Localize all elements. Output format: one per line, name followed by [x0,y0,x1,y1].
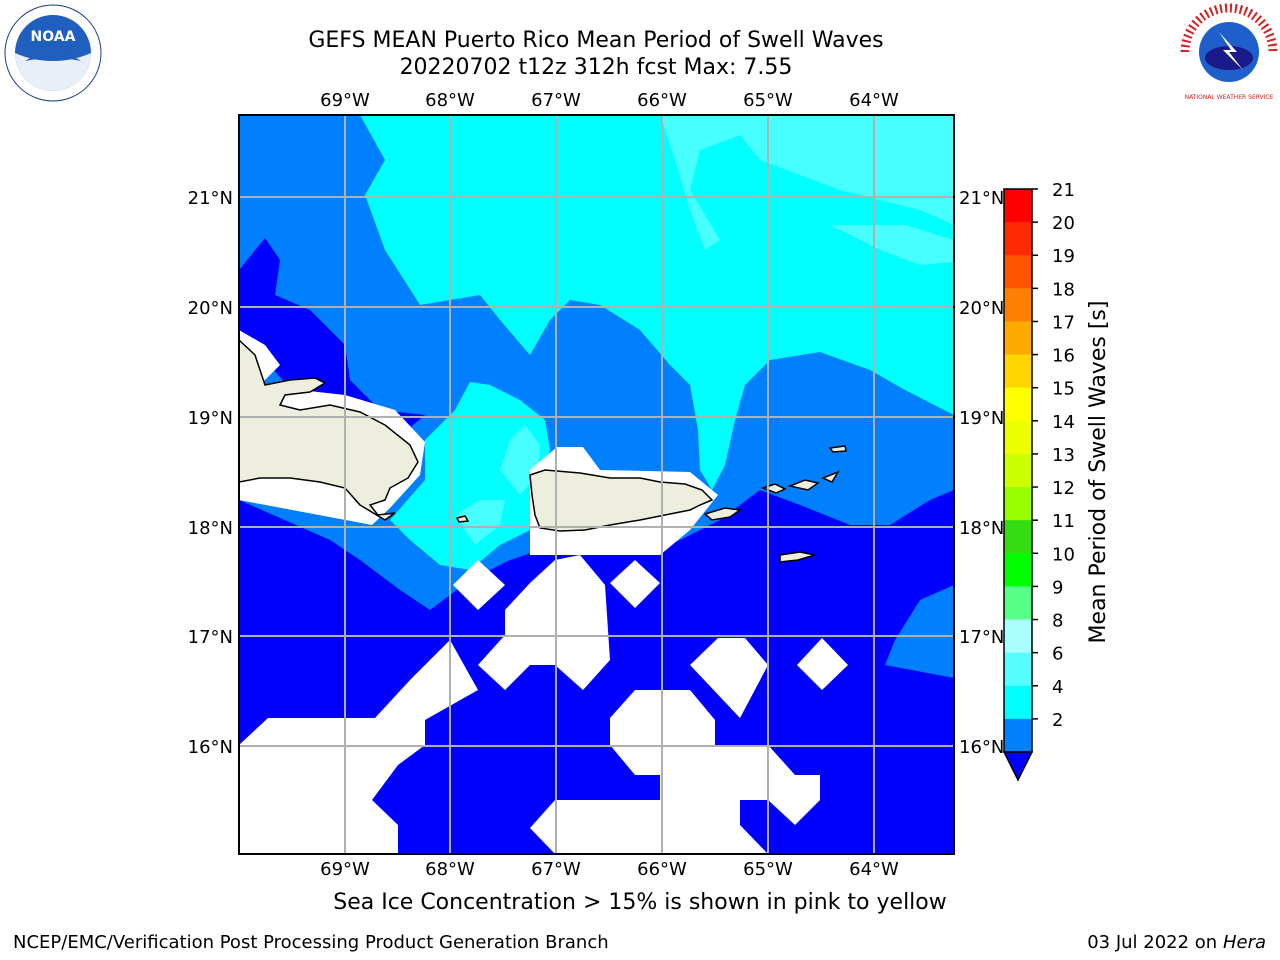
colorbar-segment [1004,354,1032,389]
footer-date-text: 03 Jul 2022 on [1087,932,1218,953]
colorbar-ticks: 21 20 19 18 17 16 15 14 13 12 11 10 9 8 6 4 2 [1032,180,1075,731]
anegada-island [828,445,847,453]
lat-label-left: 20°N [188,298,233,319]
lat-labels-right: 21°N 20°N 19°N 18°N 17°N 16°N [959,188,1004,758]
colorbar-tick-label: 17 [1052,312,1075,333]
colorbar-tick-label: 13 [1052,445,1075,466]
lat-label-right: 18°N [959,518,1004,539]
colorbar-segment [1004,652,1032,687]
lat-label-right: 20°N [959,298,1004,319]
colorbar-tick-label: 18 [1052,279,1075,300]
colorbar-segment [1004,718,1032,753]
land-masses [239,338,847,563]
footer-host: Hera [1222,932,1266,953]
lat-label-right: 17°N [959,627,1004,648]
lat-label-left: 21°N [188,188,233,209]
lat-label-left: 16°N [188,737,233,758]
colorbar-tick-label: 4 [1052,677,1063,698]
colorbar-segment [1004,520,1032,554]
colorbar-frame [1003,188,1033,753]
st-croix-island [779,551,816,563]
colorbar [1002,188,1034,782]
chart-title: GEFS MEAN Puerto Rico Mean Period of Swe… [308,28,884,53]
colorbar-segment [1004,255,1032,289]
colorbar-segment [1004,619,1032,654]
noaa-logo-text: NOAA [31,29,76,45]
lat-label-left: 19°N [188,408,233,429]
nws-logo: NATIONAL WEATHER SERVICE [1180,3,1278,101]
colorbar-segment [1004,420,1032,455]
colorbar-segment [1004,453,1032,488]
colorbar-extend-triangle [1002,751,1034,782]
lat-label-left: 17°N [188,627,233,648]
colorbar-segment [1004,222,1032,256]
puerto-rico-land [529,469,714,532]
mona-island [455,515,470,523]
colorbar-tick-label: 15 [1052,379,1075,400]
lat-label-left: 18°N [188,518,233,539]
colorbar-segment [1004,189,1032,223]
colorbar-tick-label: 2 [1052,710,1063,731]
colorbar-segment [1004,387,1032,422]
band-6-8-area [360,115,954,490]
lon-label-bottom: 68°W [425,859,475,880]
colorbar-segment [1004,288,1032,322]
vieques-island [703,507,743,521]
band-8-9-area [660,115,954,250]
map-frame [238,114,955,855]
noaa-logo: NOAA [4,4,102,102]
lat-label-right: 16°N [959,737,1004,758]
lon-label-top: 67°W [531,90,581,111]
footer-date: 03 Jul 2022 on Hera [1087,932,1266,953]
colorbar-segment [1004,553,1032,587]
band-4-6-east [885,585,954,678]
lon-label-bottom: 66°W [637,859,687,880]
colorbar-label: Mean Period of Swell Waves [s] [1086,301,1111,644]
colorbar-segment [1004,685,1032,720]
band-8-9-area-2 [830,225,954,265]
lat-label-right: 21°N [959,188,1004,209]
lon-label-top: 68°W [425,90,475,111]
colorbar-tick-label: 21 [1052,180,1075,201]
colorbar-tick-label: 12 [1052,478,1075,499]
sea-ice-note: Sea Ice Concentration > 15% is shown in … [333,890,947,915]
map-plot-area [239,115,954,854]
colorbar-tick-label: 20 [1052,213,1075,234]
lon-label-top: 69°W [320,90,370,111]
colorbar-segment [1004,487,1032,521]
virgin-islands-3 [821,470,840,483]
lon-label-bottom: 64°W [849,859,899,880]
virgin-islands-2 [787,479,820,491]
lat-labels-left: 21°N 20°N 19°N 18°N 17°N 16°N [188,188,233,758]
chart-subtitle: 20220702 t12z 312h fcst Max: 7.55 [399,55,793,80]
lat-label-right: 19°N [959,408,1004,429]
footer-credit: NCEP/EMC/Verification Post Processing Pr… [13,932,609,953]
colorbar-tick-label: 9 [1052,577,1063,598]
colorbar-segment [1004,321,1032,356]
colorbar-tick-label: 8 [1052,611,1063,632]
lon-label-bottom: 65°W [743,859,793,880]
band-2-4-pocket [239,238,425,440]
colorbar-segment [1004,586,1032,621]
lon-labels-top: 69°W 68°W 67°W 66°W 65°W 64°W [320,90,899,111]
gridlines [239,115,954,854]
lon-label-top: 66°W [637,90,687,111]
colorbar-tick-label: 11 [1052,511,1075,532]
lon-label-bottom: 67°W [531,859,581,880]
hispaniola-land [239,338,419,521]
lon-labels-bottom: 69°W 68°W 67°W 66°W 65°W 64°W [320,859,899,880]
colorbar-tick-label: 6 [1052,644,1063,665]
lon-label-top: 64°W [849,90,899,111]
colorbar-tick-label: 16 [1052,346,1075,367]
lon-label-bottom: 69°W [320,859,370,880]
nws-logo-text: NATIONAL WEATHER SERVICE [1185,94,1274,101]
lon-label-top: 65°W [743,90,793,111]
colorbar-tick-label: 10 [1052,544,1075,565]
band-8-9-area-4 [455,500,505,545]
colorbar-tick-label: 14 [1052,412,1075,433]
band-6-8-south [390,382,550,570]
colorbar-tick-label: 19 [1052,246,1075,267]
